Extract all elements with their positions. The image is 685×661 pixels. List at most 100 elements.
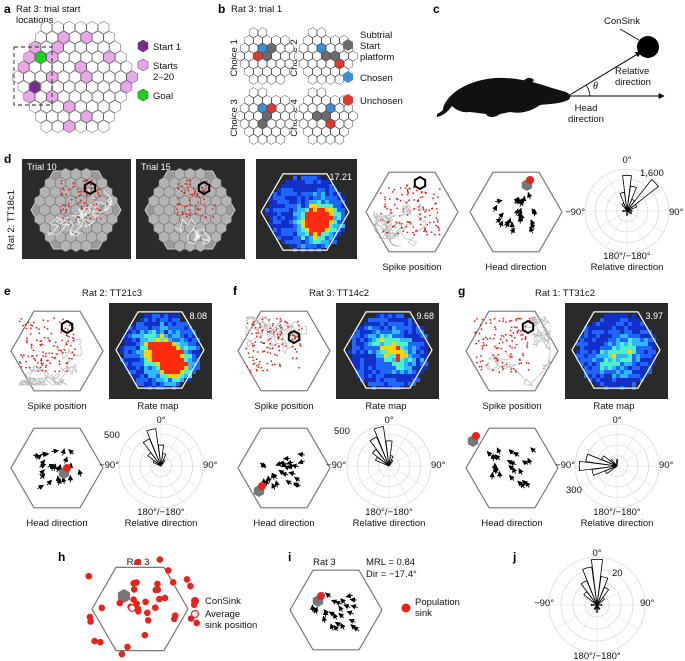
rate-bin [388,318,392,322]
rate-bin [420,354,424,358]
rate-bin [400,338,404,342]
maze-cell [257,27,268,38]
polar-plot [118,423,204,509]
spike-dot [30,344,33,347]
rate-bin [396,318,400,322]
spike-dot [438,233,441,236]
spike-dot [279,318,282,320]
spike-dot [30,355,33,358]
spike-dot [395,221,398,224]
maze-cell [57,90,70,104]
maze-cell [253,35,263,46]
rate-bin [360,350,364,354]
maze-cell [348,50,358,62]
maze-cell [334,58,345,70]
spike-dot [61,339,63,342]
spike-dot [193,192,196,195]
rate-bin [620,350,624,354]
maze-cell [86,80,98,94]
rate-bin [128,334,132,338]
rate-bin [408,350,412,354]
spike-dot [26,341,28,344]
spike-dot [196,192,199,195]
rate-bin [396,382,400,386]
rate-bin [136,342,140,346]
rate-bin [164,322,168,326]
rate-bin [632,318,636,322]
spike-dot [253,344,256,347]
rate-bin [297,244,301,248]
rate-bin [396,334,400,338]
rate-bin [620,318,624,322]
spike-dot [479,324,482,326]
rate-bin [325,220,329,224]
polar-petal [385,440,393,467]
polar-spoke [595,465,618,503]
polar-spoke [596,604,622,647]
polar-spoke [139,465,162,503]
rate-bin [301,244,305,248]
rate-bin [333,204,337,208]
maze-outline [237,427,331,509]
spike-dot [186,179,189,182]
rate-bin [360,330,364,334]
rate-bin [148,346,152,350]
g-polar-caption: Relative direction [581,518,654,529]
rate-bin [604,362,608,366]
rate-bin [140,318,144,322]
heading-arrow [496,447,502,455]
rate-bin [368,334,372,338]
rate-bin [376,350,380,354]
rate-bin [317,232,321,236]
rate-bin [321,212,325,216]
rate-bin [156,342,160,346]
rate-bin [168,314,172,318]
rate-bin [281,184,285,188]
rate-bin [380,378,384,382]
d-head-direction-plot [469,171,563,253]
spike-dot [77,191,80,193]
spike-dot [186,215,188,218]
goal-platform [117,589,131,603]
g-polar-max: 300 [566,485,582,496]
polar-petal [596,603,603,607]
rate-bin [376,342,380,346]
rate-bin [620,326,624,330]
rate-bin [380,362,384,366]
rate-bin [624,314,628,318]
rate-bin [120,346,124,350]
rate-bin [128,342,132,346]
spike-dot [254,341,257,343]
polar-spoke [596,580,639,606]
maze-cell [316,74,327,85]
rate-bin [356,330,360,334]
rate-bin [416,350,420,354]
rate-bin [156,314,160,318]
consink-dot [130,586,138,593]
rate-bin [156,338,160,342]
spike-dot [80,199,82,202]
consink-dot [171,615,178,623]
maze-cell [52,80,64,94]
rate-bin [392,314,396,318]
rate-bin [368,350,372,354]
rate-bin [289,200,293,204]
rate-bin [356,326,360,330]
heading-arrow [288,470,296,477]
rate-bin [293,228,297,232]
rate-bin [321,184,325,188]
rate-bin [184,362,188,366]
spike-dot [259,336,262,338]
rate-bin [333,196,337,200]
rate-bin [640,370,644,374]
rate-bin [337,232,341,236]
rate-bin [588,358,592,362]
rate-bin [584,334,588,338]
maze-cell [29,60,41,74]
spike-dot [63,349,66,351]
rate-bin [301,228,305,232]
maze-cell [63,80,75,94]
rate-bin [337,196,341,200]
spike-dot [280,330,283,333]
rate-bin [652,362,656,366]
